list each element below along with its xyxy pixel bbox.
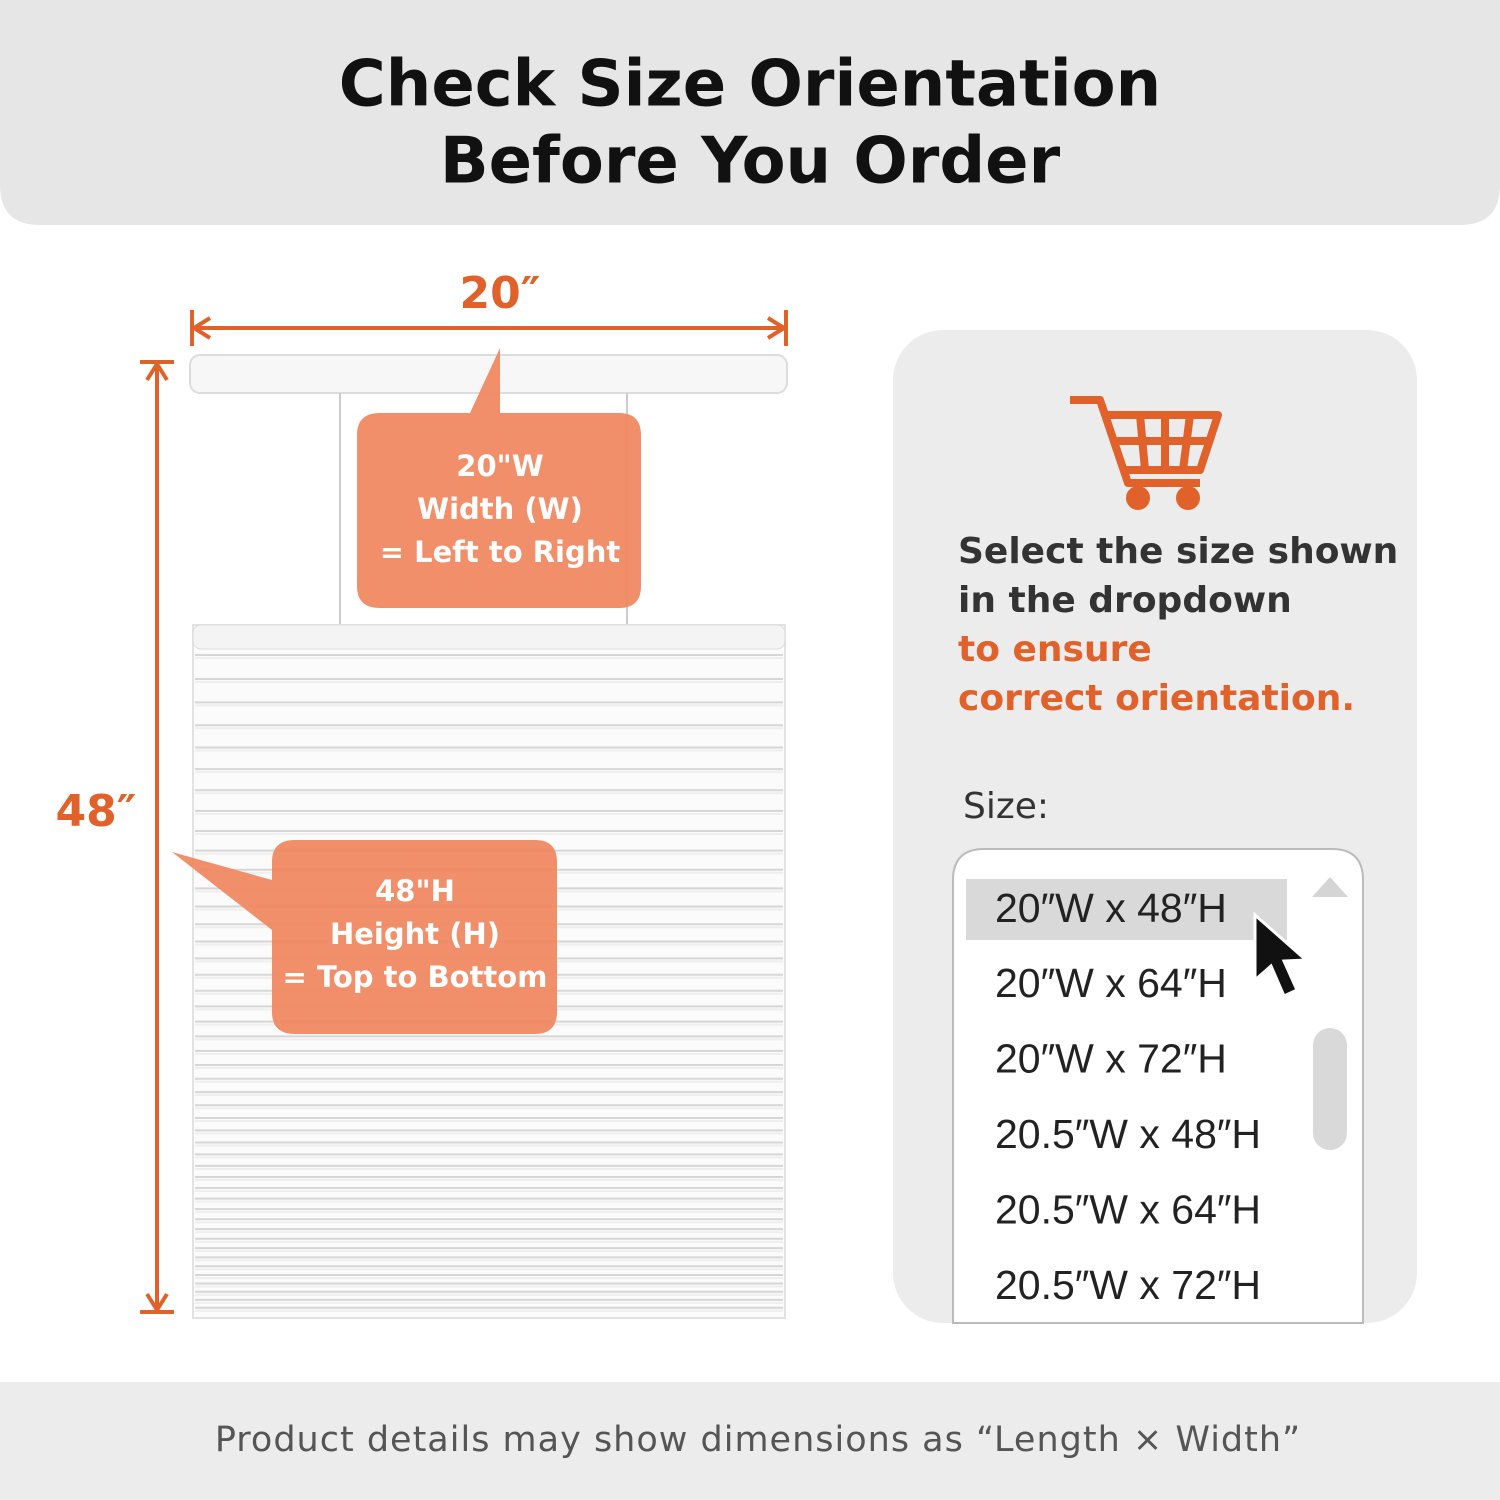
size-option[interactable]: 20″W x 48″H [995,885,1227,931]
width-arrow [190,310,788,346]
size-option[interactable]: 20.5″W x 64″H [995,1186,1261,1232]
callout-text: Width (W) [417,492,583,526]
header-band [0,0,1500,225]
selected-row[interactable] [966,879,1287,940]
top-pleat [192,624,786,650]
size-label: Size: [963,786,1049,827]
options: 20″W x 48″H 20″W x 64″H 20″W x 72″H 20.5″W … [995,885,1261,1308]
height-label: 48″ [56,786,137,837]
scroll-up[interactable] [1312,877,1348,897]
size-option[interactable]: 20.5″W x 72″H [995,1262,1261,1308]
size-option[interactable]: 20″W x 72″H [995,1036,1227,1082]
title-line: Check Size Orientation [339,48,1161,122]
title-line: Before You Order [440,125,1061,199]
emphasis: correct orientation. [958,678,1355,719]
instruction: Select the size shown [958,531,1398,572]
footer-note: Product details may show dimensions as “… [215,1420,1301,1460]
pleats [192,624,786,1312]
cart-icon [1070,396,1222,510]
footer-band [0,1382,1500,1500]
callout-text: 20"W [456,449,543,483]
callout-text: = Top to Bottom [283,960,548,994]
scroll-thumb[interactable] [1313,1028,1347,1150]
size-option[interactable]: 20.5″W x 48″H [995,1111,1261,1157]
callout-text: = Left to Right [380,535,621,569]
callout-text: Height (H) [330,917,500,951]
callout-text: 48"H [375,874,455,908]
emphasis: to ensure [958,629,1152,670]
height-callout [172,840,557,1034]
height-arrow [140,360,174,1314]
cursor [1253,911,1310,999]
width-callout [357,348,641,608]
width-label: 20″ [460,268,541,319]
instruction: in the dropdown [958,580,1292,621]
size-option[interactable]: 20″W x 64″H [995,960,1227,1006]
